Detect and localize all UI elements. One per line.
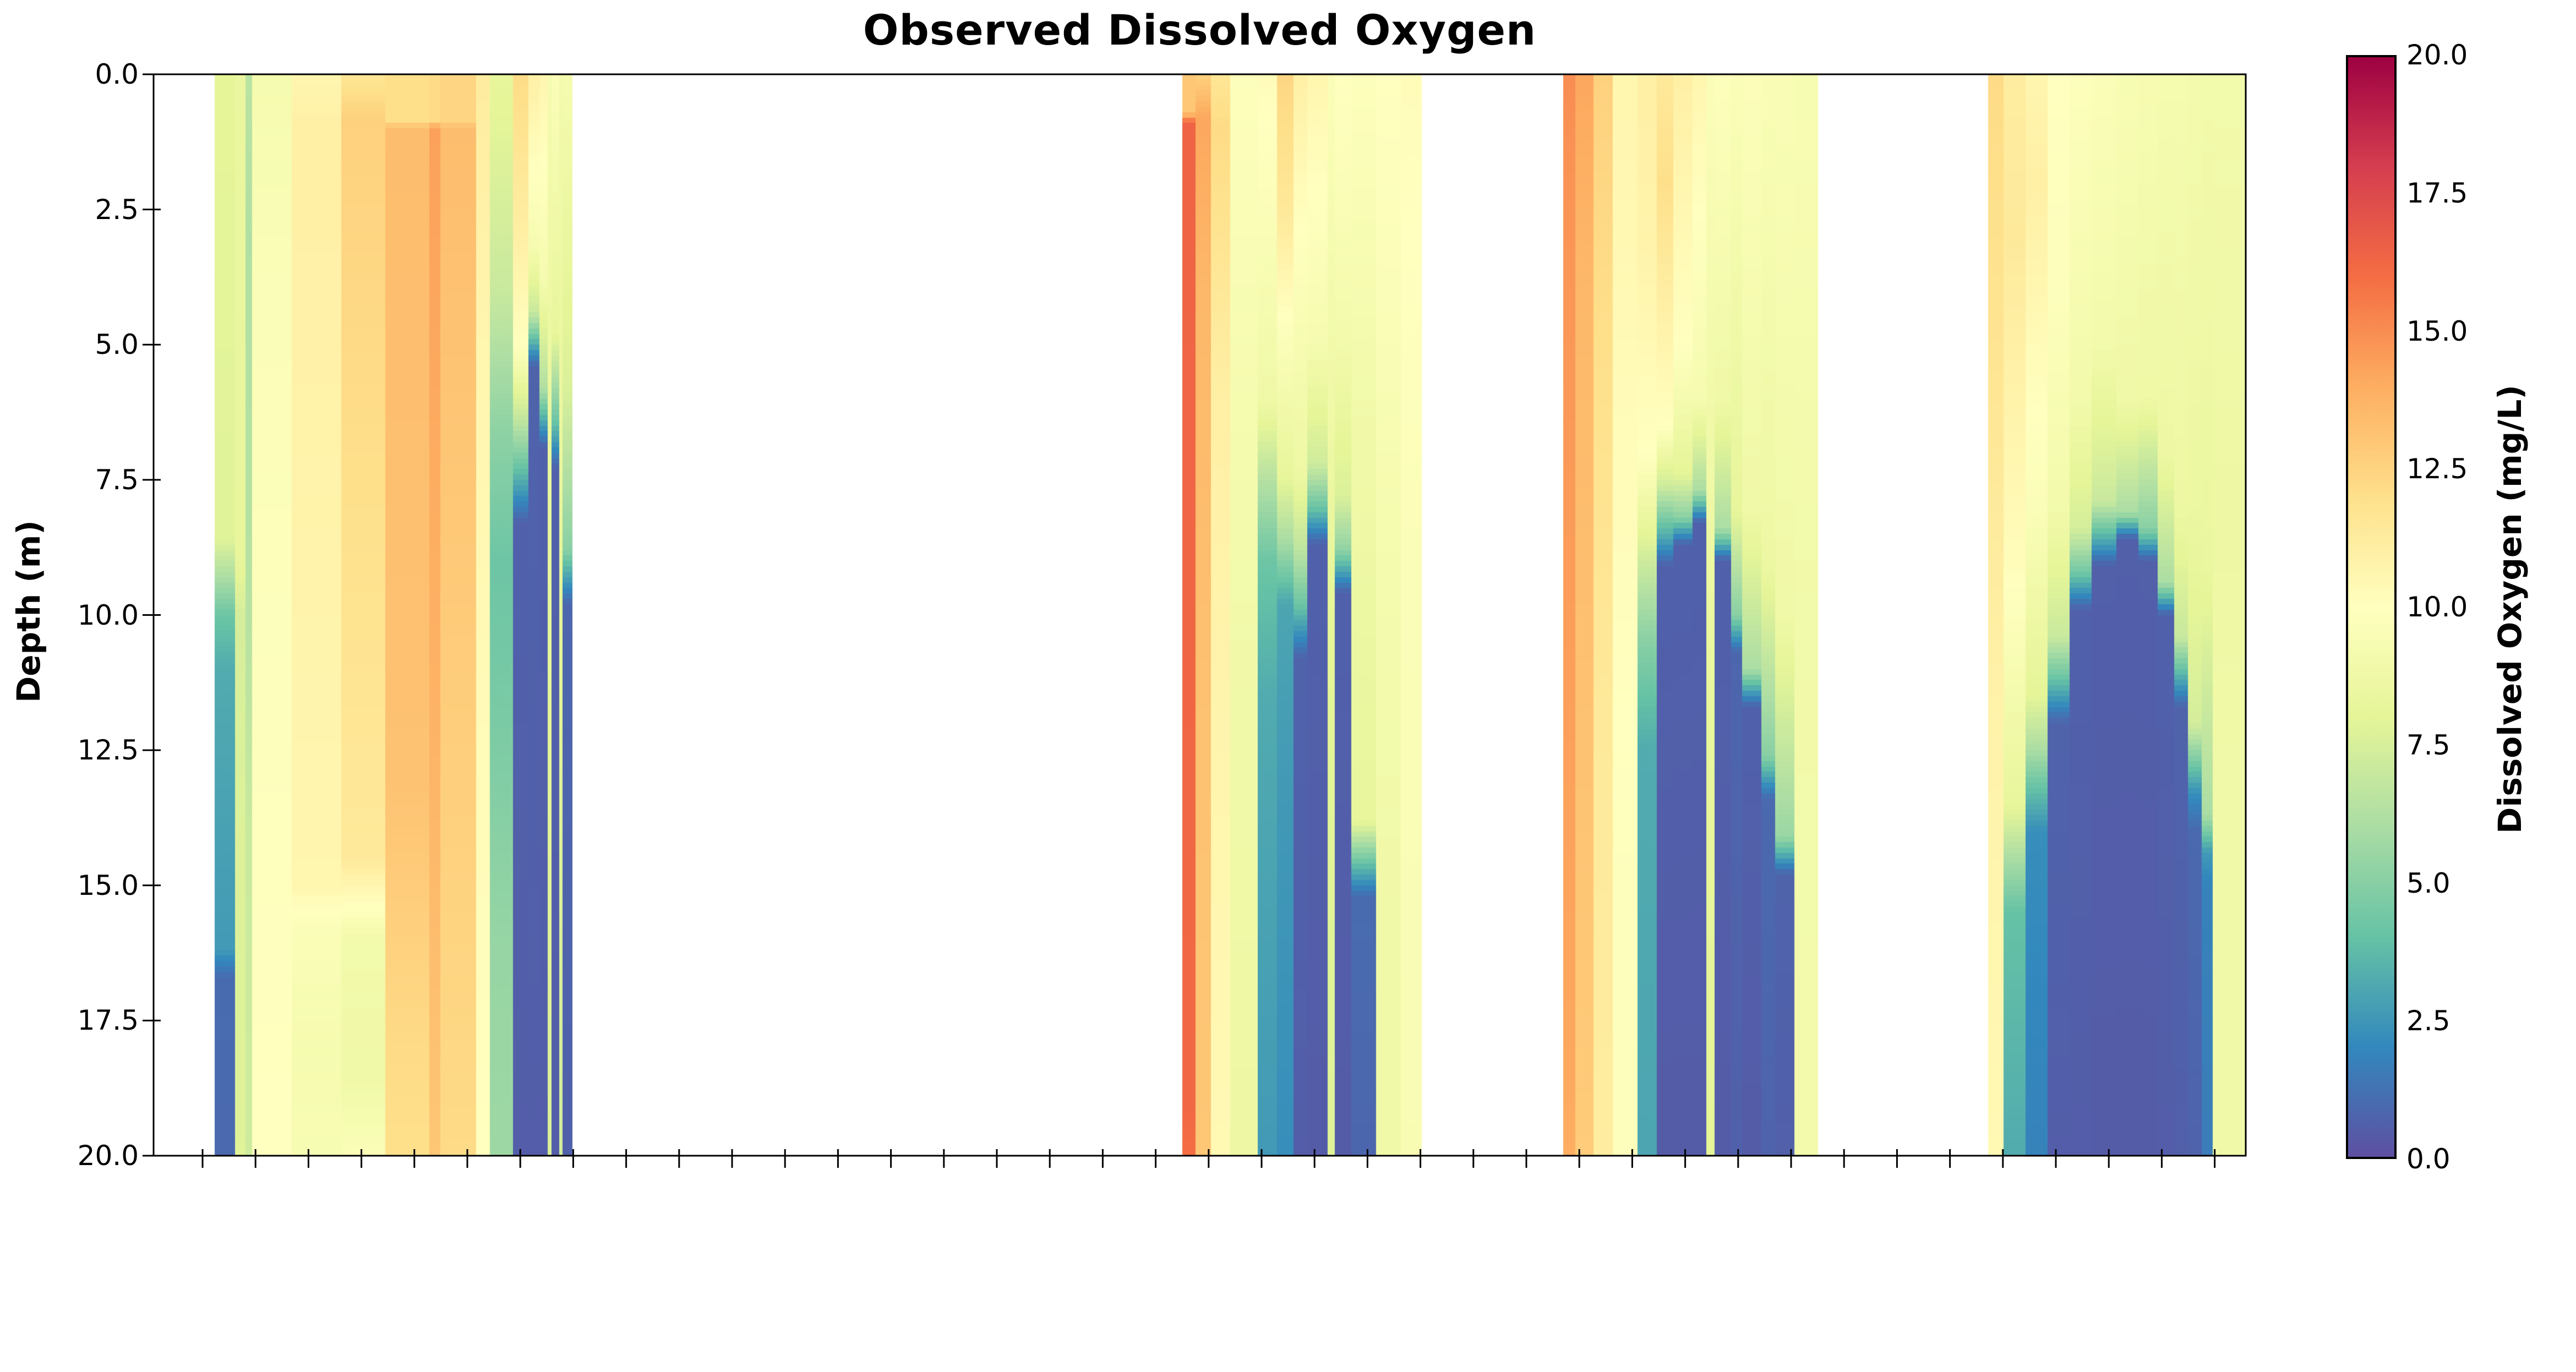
y-tick-label-15.0: 15.0 [77,869,139,901]
colorbar-tick-label-0.0: 0.0 [2406,1143,2451,1175]
colorbar-tick-label-12.5: 12.5 [2406,453,2468,485]
y-tick-label-5.0: 5.0 [95,329,139,361]
colorbar-tick-label-7.5: 7.5 [2406,729,2451,761]
y-tick-label-20.0: 20.0 [77,1140,139,1172]
y-tick-label-2.5: 2.5 [95,193,139,226]
colorbar-tick-label-2.5: 2.5 [2406,1005,2451,1037]
colorbar-tick-label-5.0: 5.0 [2406,867,2451,899]
colorbar-tick-label-20.0: 20.0 [2406,39,2468,71]
y-tick-label-12.5: 12.5 [77,734,139,767]
colorbar-tick-label-10.0: 10.0 [2406,591,2468,623]
y-tick-label-0.0: 0.0 [95,58,139,90]
y-tick-label-7.5: 7.5 [95,463,139,496]
y-tick-label-10.0: 10.0 [77,599,139,631]
colorbar-tick-label-17.5: 17.5 [2406,177,2468,209]
y-tick-label-17.5: 17.5 [77,1004,139,1037]
colorbar [2346,55,2397,1159]
chart-title: Observed Dissolved Oxygen [863,6,1537,54]
heatmap-canvas [154,74,2246,1156]
colorbar-label: Dissolved Oxygen (mg/L) [2491,385,2529,834]
y-axis-label: Depth (m) [10,520,47,703]
colorbar-tick-label-15.0: 15.0 [2406,315,2468,347]
